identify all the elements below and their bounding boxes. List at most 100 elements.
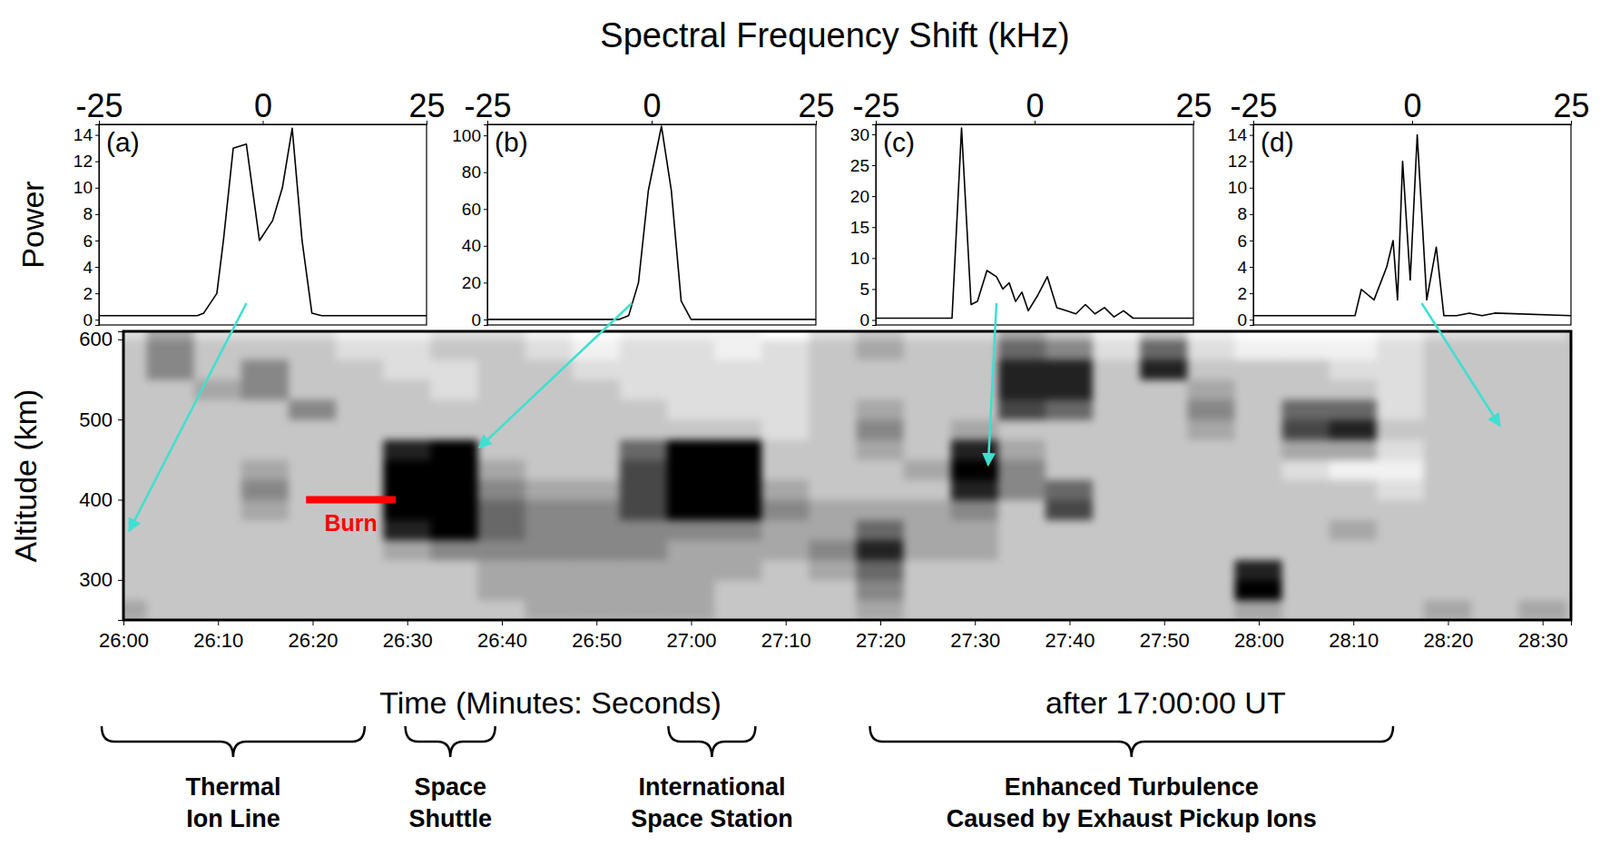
heatmap-cell [477,479,526,501]
tick: 26:10 [193,619,244,652]
heatmap-cell [288,419,337,441]
plot-area [487,126,816,320]
heatmap-cell [1139,358,1188,380]
heatmap-cell [241,579,290,600]
heatmap-cell [147,598,196,620]
heatmap-cell [1423,539,1473,560]
tick-label: 25 [1175,87,1212,125]
figure-title: Spectral Frequency Shift (kHz) [599,16,1070,55]
heatmap-cell [1092,539,1141,560]
heatmap-cell [1423,399,1473,421]
heatmap-cell [903,559,953,580]
heatmap-cell [288,459,337,481]
heatmap-cell [1139,479,1188,501]
heatmap-cell [855,598,904,620]
heatmap-cell [123,539,148,560]
tick-mark [95,161,99,163]
heatmap-cell [525,358,574,380]
heatmap-cell [194,439,243,461]
tick-mark [1069,619,1070,626]
heatmap-cell [572,519,621,540]
heatmap-cell [430,459,479,481]
heatmap-cell [1471,338,1520,360]
plot-area [1253,135,1571,316]
heatmap-cell [619,399,668,421]
tick-mark [483,208,488,210]
heatmap-cell [1187,338,1236,360]
tick-label: 15 [850,217,870,237]
heatmap-cell [1045,559,1094,580]
heatmap-cell [1423,459,1473,481]
tick-label: 28:10 [1328,628,1379,652]
tick-label: 10 [850,248,870,268]
heatmap-cell [1187,559,1236,580]
heatmap-cell [1329,358,1378,380]
heatmap-cell [382,559,432,580]
heatmap-cell [1045,499,1094,521]
heatmap-cell [1376,539,1425,560]
spectrum-panel: -25025020406080100(b) [451,87,835,329]
heatmap-cell [1282,559,1331,580]
heatmap-cell [123,559,148,580]
heatmap-cell [1423,559,1473,580]
tick-label: 27:20 [855,628,906,652]
tick-mark [483,135,488,137]
heatmap-cell [1518,459,1567,481]
tick: 0 [254,87,273,125]
tick: 28:00 [1234,619,1285,652]
tick-mark [1249,214,1254,216]
heatmap-cell [1187,459,1236,481]
heatmap-cell [714,399,763,421]
y-axis: 300400500600 [78,327,124,620]
heatmap-cell [1471,439,1520,461]
heatmap-cell [123,399,148,421]
heatmap-cell [1045,399,1094,421]
heatmap-cell [1423,419,1473,441]
x-axis-title-note: after 17:00:00 UT [1045,685,1286,720]
plot-background [875,124,1194,325]
heatmap-cell [123,519,148,540]
tick-mark [1249,187,1254,189]
heatmap-cell [855,539,904,560]
x-axis-line [124,620,1572,627]
heatmap-cell [855,399,904,421]
figure: Spectral Frequency Shift (kHz)Power-2502… [0,0,1600,846]
heatmap-cell [1139,379,1188,401]
heatmap-cell [1518,379,1567,401]
bracket-label: Thermal [185,773,281,801]
heatmap-cell [1423,379,1473,401]
tick: 12 [73,151,99,171]
tick: 2 [82,284,99,304]
bracket [870,726,1394,757]
heatmap-cell [998,399,1047,421]
heatmap-cell [335,539,384,560]
heatmap-cell [241,459,290,481]
heatmap-cell [1045,338,1094,360]
heatmap-cell [855,499,904,521]
tick-label: 8 [82,204,93,224]
tick-label: -25 [463,87,511,125]
heatmap-cell [667,519,716,540]
heatmap-cell [123,379,148,401]
heatmap-cell [335,439,384,461]
spectrum-panel: -25025051015202530(c) [850,87,1213,330]
heatmap-cell [1329,559,1378,580]
tick: 100 [451,126,488,146]
tick-label: 10 [73,177,93,197]
heatmap-cell [998,579,1047,600]
heatmap-cell [1376,379,1425,401]
heatmap-cell [1471,598,1520,620]
y-axis: 051015202530 [850,124,877,330]
heatmap-cell [667,539,716,560]
panel-label: (b) [494,127,529,158]
tick: 6 [82,231,99,251]
tick-label: 27:30 [950,628,1001,652]
heatmap-cell [1045,358,1094,380]
heatmap-cell [903,358,953,380]
heatmap-cell [1187,379,1236,401]
heatmap-cell [1518,539,1567,560]
tick-label: 25 [797,87,835,125]
tick-label: 25 [1552,87,1590,125]
tick-label: 60 [461,199,481,219]
heatmap-cell [1376,598,1425,620]
